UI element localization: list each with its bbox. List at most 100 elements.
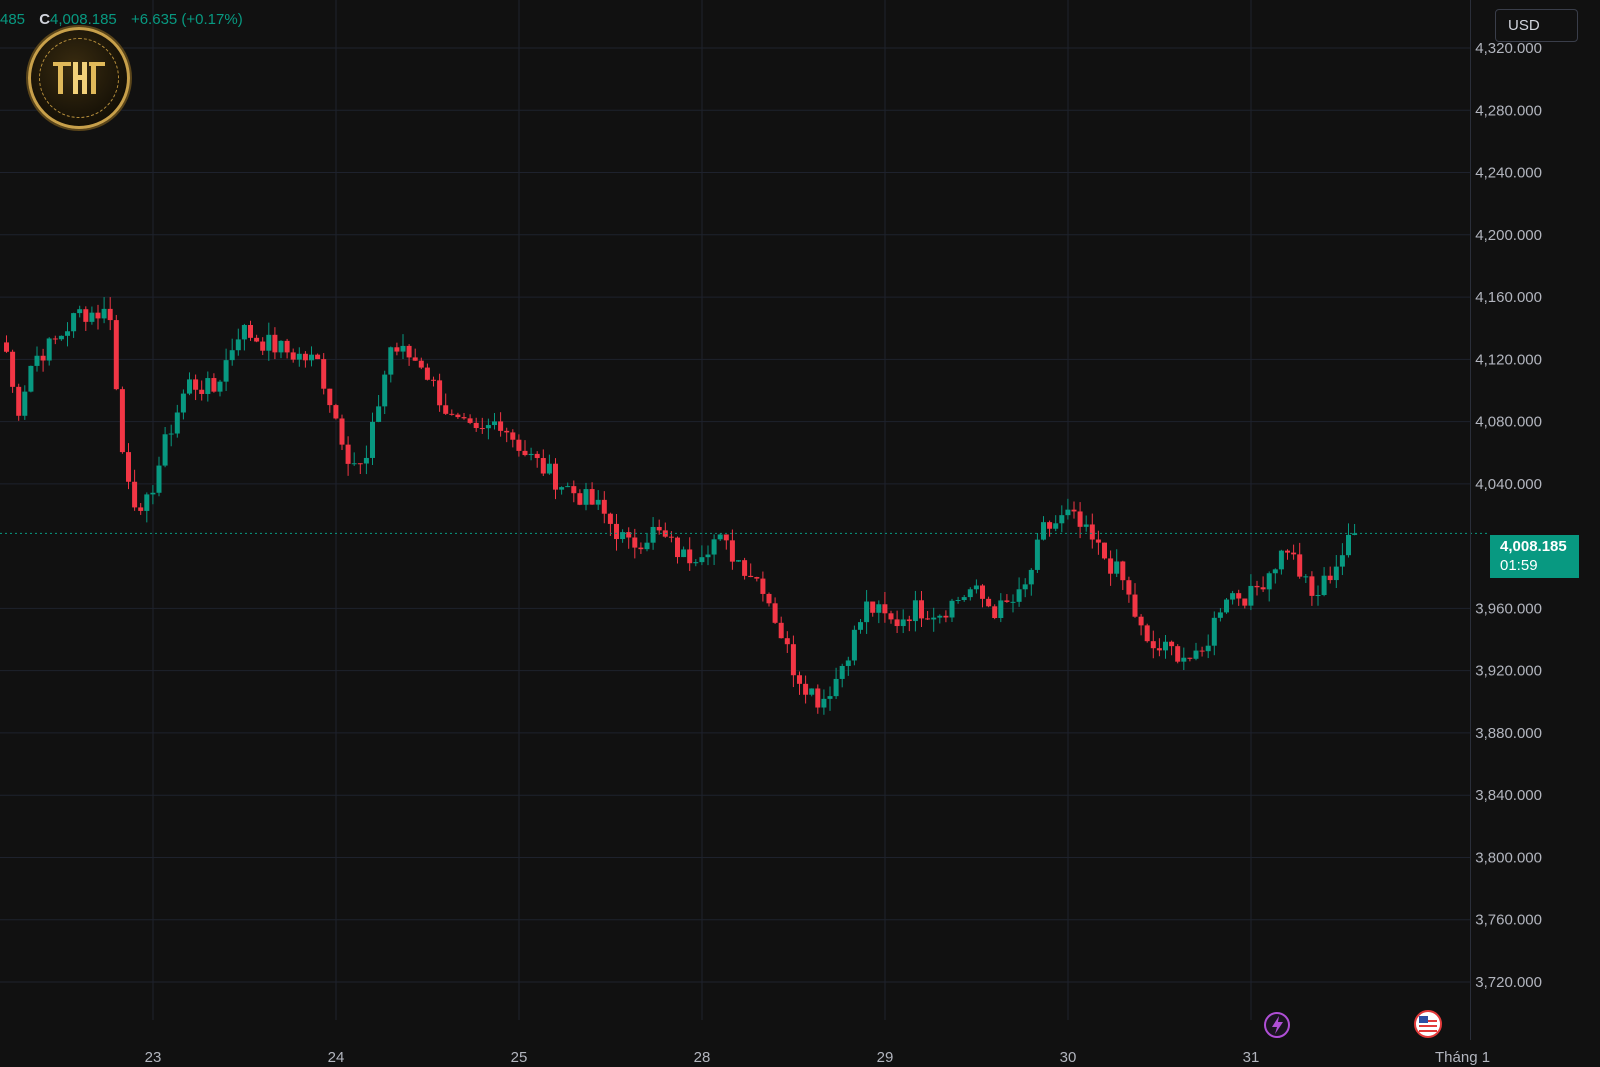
candle-body bbox=[1053, 523, 1059, 529]
candle-body bbox=[437, 380, 443, 406]
x-tick-label: 28 bbox=[694, 1049, 711, 1066]
candle-body bbox=[827, 696, 833, 699]
candle-body bbox=[1034, 539, 1040, 570]
x-tick-label: 24 bbox=[328, 1049, 345, 1066]
candle-body bbox=[107, 308, 113, 321]
candle-body bbox=[998, 600, 1004, 618]
candle-body bbox=[980, 585, 985, 599]
candle-body bbox=[699, 557, 705, 563]
candle-body bbox=[1083, 524, 1089, 527]
candle-body bbox=[516, 439, 522, 451]
x-tick-label: 29 bbox=[877, 1049, 894, 1066]
candle-body bbox=[1047, 522, 1053, 529]
lightning-icon[interactable] bbox=[1264, 1012, 1290, 1038]
candle-body bbox=[839, 665, 845, 679]
candle-body bbox=[278, 340, 284, 353]
candle-body bbox=[546, 463, 552, 474]
candle-body bbox=[1254, 585, 1260, 588]
candle-body bbox=[77, 309, 83, 314]
candle-body bbox=[205, 378, 211, 394]
candle-body bbox=[760, 578, 766, 594]
candle-body bbox=[607, 513, 613, 524]
candle-body bbox=[845, 660, 851, 666]
candle-body bbox=[723, 534, 729, 541]
candle-body bbox=[1108, 558, 1114, 574]
candle-body bbox=[1138, 616, 1144, 626]
candle-body bbox=[1199, 650, 1205, 652]
x-tick-label: 31 bbox=[1243, 1049, 1260, 1066]
candle-body bbox=[431, 379, 436, 381]
candle-body bbox=[193, 379, 199, 390]
candle-body bbox=[113, 320, 119, 390]
candle-body bbox=[345, 444, 351, 464]
us-flag-icon[interactable] bbox=[1414, 1010, 1442, 1038]
candle-body bbox=[1016, 589, 1022, 602]
candle-body bbox=[614, 523, 619, 540]
candle-body bbox=[119, 389, 125, 453]
candle-body bbox=[284, 340, 290, 353]
candle-body bbox=[333, 405, 339, 419]
candle-body bbox=[1321, 575, 1327, 596]
candle-body bbox=[1346, 534, 1351, 556]
candle-body bbox=[742, 560, 748, 576]
candle-body bbox=[986, 598, 992, 607]
candle-body bbox=[327, 388, 333, 406]
candle-body bbox=[583, 489, 589, 505]
candle-body bbox=[632, 537, 638, 548]
price-axis-divider bbox=[1470, 0, 1471, 1040]
candle-body bbox=[46, 338, 52, 361]
candle-body bbox=[71, 313, 77, 332]
candle-body bbox=[290, 352, 296, 360]
candle-body bbox=[254, 337, 260, 342]
candle-body bbox=[1352, 533, 1358, 535]
candle-body bbox=[241, 325, 247, 340]
last-price-tag: 4,008.185 01:59 bbox=[1490, 535, 1579, 578]
candle-body bbox=[876, 604, 882, 613]
candle-body bbox=[1193, 650, 1199, 659]
y-tick-label: 4,040.000 bbox=[1475, 476, 1542, 493]
y-tick-label: 3,720.000 bbox=[1475, 974, 1542, 991]
candle-body bbox=[1175, 646, 1181, 662]
x-tick-label: 23 bbox=[145, 1049, 162, 1066]
currency-button[interactable]: USD bbox=[1495, 9, 1578, 42]
candle-body bbox=[394, 347, 400, 352]
y-tick-label: 4,200.000 bbox=[1475, 227, 1542, 244]
candle-body bbox=[1010, 601, 1016, 603]
candle-body bbox=[1211, 617, 1217, 646]
y-tick-label: 4,160.000 bbox=[1475, 289, 1542, 306]
y-tick-label: 4,240.000 bbox=[1475, 165, 1542, 182]
y-tick-label: 3,800.000 bbox=[1475, 849, 1542, 866]
candle-body bbox=[833, 678, 839, 697]
candle-body bbox=[22, 391, 28, 416]
candle-body bbox=[809, 688, 815, 695]
bar-countdown: 01:59 bbox=[1500, 557, 1538, 574]
candle-body bbox=[882, 604, 888, 614]
logo-emblem bbox=[53, 62, 105, 94]
candle-body bbox=[1065, 509, 1071, 516]
candle-body bbox=[601, 499, 607, 514]
change-value: +6.635 (+0.17%) bbox=[130, 11, 243, 28]
candle-body bbox=[357, 463, 363, 465]
candle-body bbox=[479, 428, 485, 430]
candle-body bbox=[467, 418, 473, 423]
candle-body bbox=[644, 542, 650, 550]
candle-body bbox=[784, 638, 790, 645]
candle-body bbox=[455, 414, 461, 418]
candle-body bbox=[199, 389, 205, 394]
y-tick-label: 4,120.000 bbox=[1475, 351, 1542, 368]
candle-body bbox=[1291, 552, 1297, 555]
candle-body bbox=[589, 489, 595, 505]
candle-body bbox=[577, 493, 583, 505]
candle-body bbox=[138, 507, 144, 511]
candle-body bbox=[595, 499, 601, 505]
candle-body bbox=[1260, 587, 1266, 590]
candle-body bbox=[321, 359, 327, 389]
y-tick-label: 3,840.000 bbox=[1475, 787, 1542, 804]
candle-body bbox=[58, 335, 64, 340]
candle-body bbox=[1266, 573, 1272, 590]
x-tick-label: 25 bbox=[511, 1049, 528, 1066]
candle-body bbox=[296, 353, 302, 360]
candle-body bbox=[443, 405, 449, 414]
